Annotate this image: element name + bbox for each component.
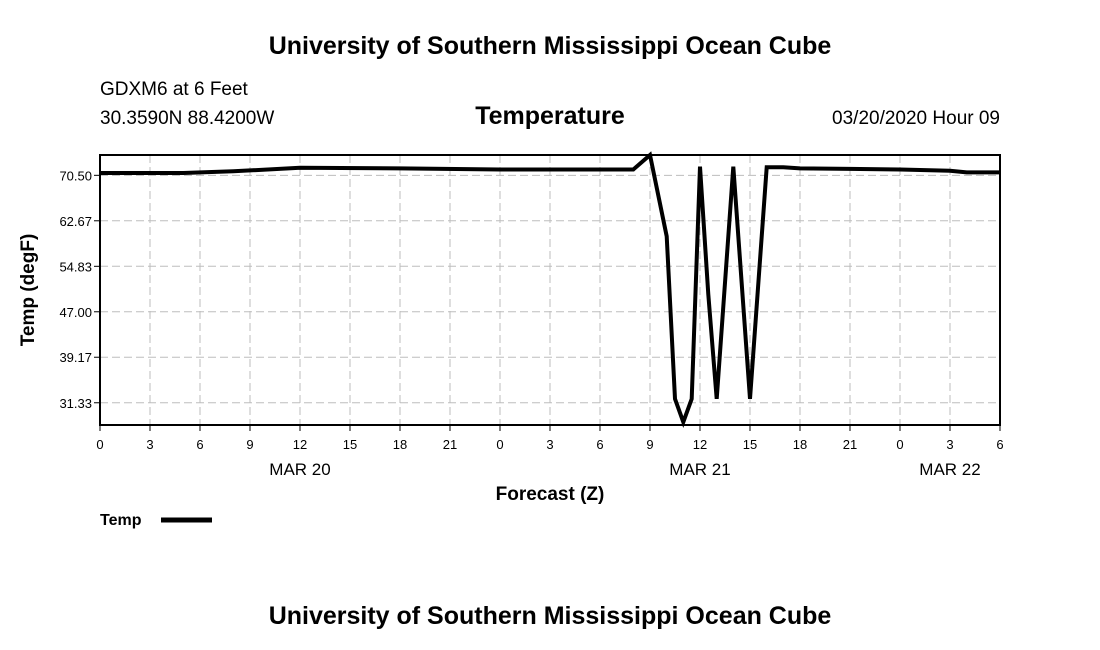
y-tick-label: 47.00 <box>59 305 92 320</box>
x-tick-label: 3 <box>546 437 553 452</box>
location-label: 30.3590N 88.4200W <box>100 108 274 129</box>
y-tick-label: 70.50 <box>59 168 92 183</box>
x-tick-label: 12 <box>693 437 707 452</box>
date-label: MAR 22 <box>919 460 980 479</box>
x-tick-label: 9 <box>246 437 253 452</box>
x-axis-label: Forecast (Z) <box>496 484 605 505</box>
y-axis-ticks: 31.33 39.17 47.00 54.83 62.67 70.50 <box>59 168 100 411</box>
x-tick-label: 0 <box>96 437 103 452</box>
x-tick-label: 21 <box>843 437 857 452</box>
x-tick-label: 21 <box>443 437 457 452</box>
timestamp-label: 03/20/2020 Hour 09 <box>832 108 1000 129</box>
y-tick-label: 54.83 <box>59 259 92 274</box>
y-axis-label: Temp (degF) <box>18 234 39 347</box>
plot-frame <box>99 154 1001 426</box>
x-tick-label: 15 <box>343 437 357 452</box>
x-tick-label: 3 <box>146 437 153 452</box>
x-tick-label: 6 <box>996 437 1003 452</box>
x-tick-label: 12 <box>293 437 307 452</box>
x-tick-label: 15 <box>743 437 757 452</box>
x-tick-label: 18 <box>793 437 807 452</box>
legend-label: Temp <box>100 512 142 529</box>
date-label: MAR 20 <box>269 460 330 479</box>
y-tick-label: 62.67 <box>59 214 92 229</box>
y-tick-label: 39.17 <box>59 350 92 365</box>
date-labels: MAR 20 MAR 21 MAR 22 <box>269 460 980 479</box>
x-tick-label: 9 <box>646 437 653 452</box>
x-tick-label: 0 <box>896 437 903 452</box>
series-group <box>100 151 1000 429</box>
x-tick-label: 0 <box>496 437 503 452</box>
x-tick-label: 6 <box>196 437 203 452</box>
y-tick-label: 31.33 <box>59 396 92 411</box>
station-label: GDXM6 at 6 Feet <box>100 79 249 100</box>
top-title: University of Southern Mississippi Ocean… <box>269 32 832 60</box>
x-tick-label: 3 <box>946 437 953 452</box>
x-axis-ticks: 0 3 6 9 12 15 18 21 0 3 6 9 12 15 18 21 0 3 6 <box>96 425 1004 452</box>
grid-lines <box>100 155 1000 425</box>
x-tick-label: 6 <box>596 437 603 452</box>
chart-title: Temperature <box>475 102 625 130</box>
series-line-temp <box>100 151 1000 429</box>
x-tick-label: 18 <box>393 437 407 452</box>
date-label: MAR 21 <box>669 460 730 479</box>
bottom-title: University of Southern Mississippi Ocean… <box>269 602 832 630</box>
